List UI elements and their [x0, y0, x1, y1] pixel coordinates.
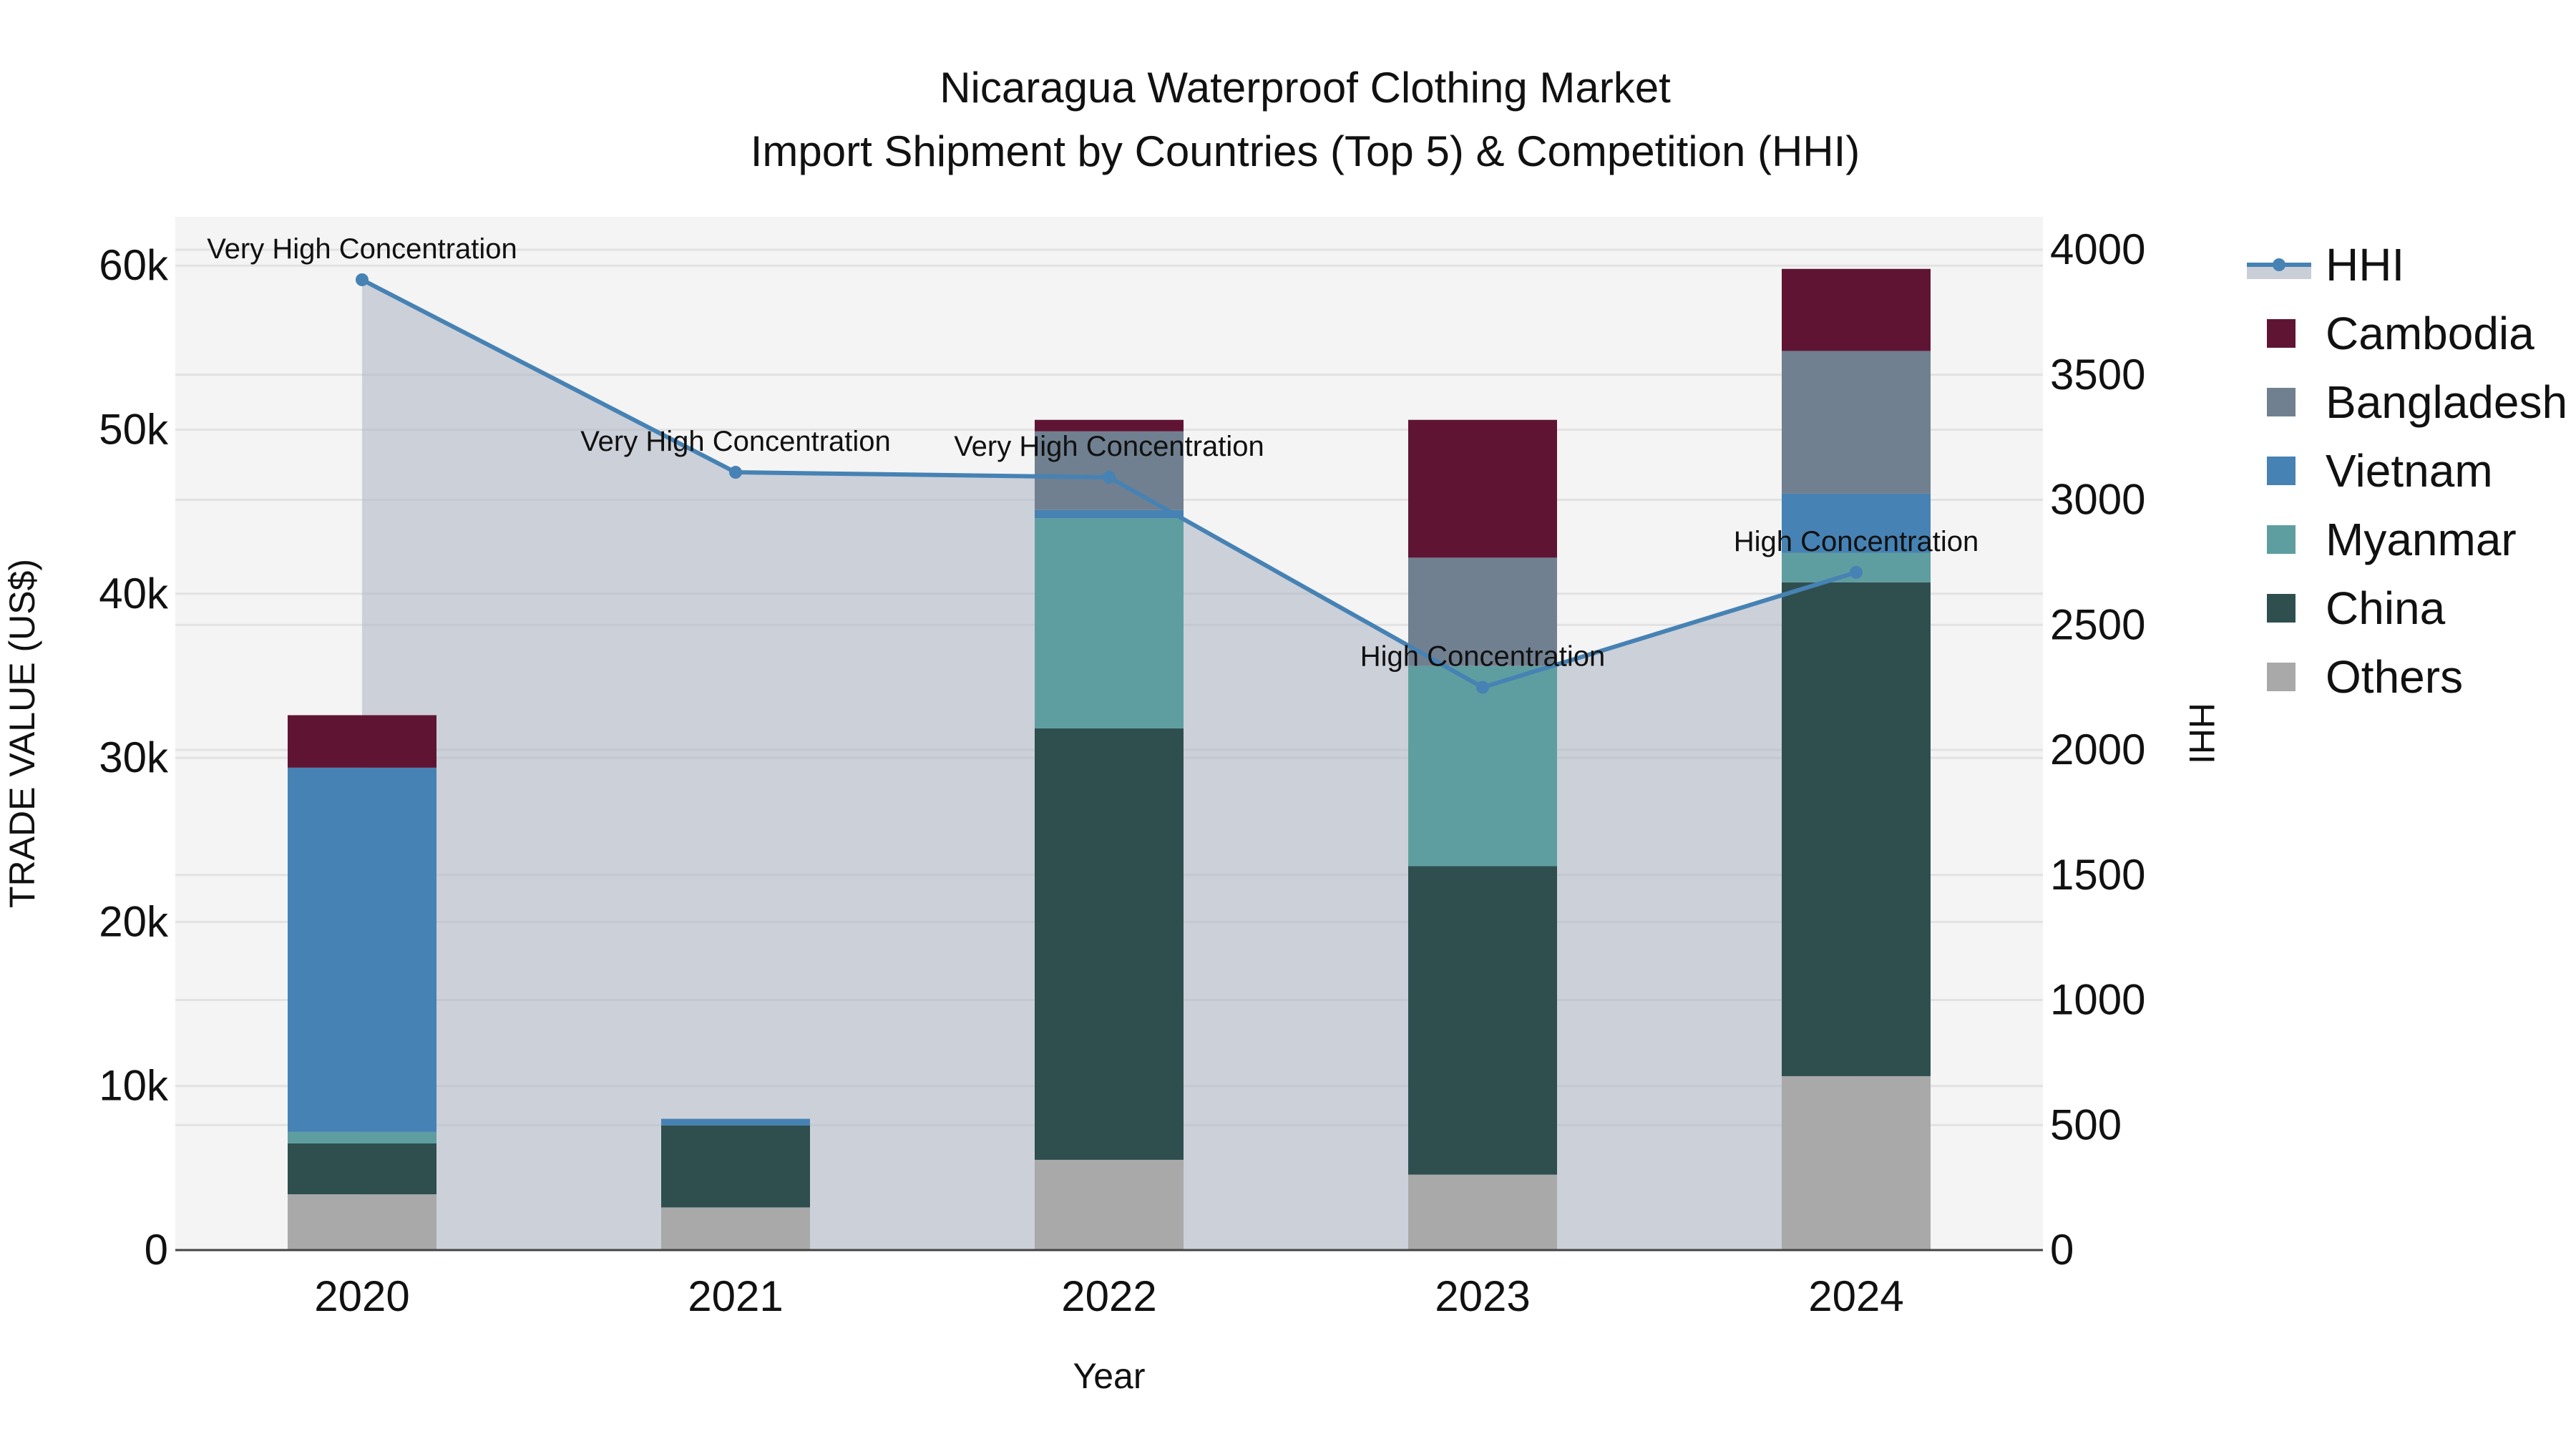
y-tick-left: 0 [145, 1226, 168, 1274]
hhi-point [729, 466, 742, 479]
legend-item-hhi[interactable]: HHI [2247, 239, 2404, 291]
hhi-point [356, 273, 369, 286]
y-tick-left: 50k [99, 406, 169, 454]
hhi-annotations: Very High Concentration Very High Concent… [207, 233, 1979, 673]
bar-segment-vietnam-2021 [661, 1118, 810, 1126]
chart-title-line1: Nicaragua Waterproof Clothing Market [940, 64, 1671, 112]
bar-segment-myanmar-2022 [1035, 518, 1184, 728]
legend: HHI Cambodia Bangladesh Vietnam Myanmar China… [2247, 239, 2567, 703]
y-tick-right: 500 [2050, 1101, 2122, 1148]
bar-segment-others-2022 [1035, 1159, 1184, 1250]
axes: 0 10k 20k 30k 40k 50k 60k 0 500 1000 1500 2000 2500 3… [99, 225, 2145, 1320]
bar-segment-myanmar-2020 [288, 1131, 436, 1143]
y-tick-right: 2000 [2050, 726, 2145, 774]
x-tick: 2021 [688, 1272, 783, 1320]
svg-text:Myanmar: Myanmar [2326, 514, 2517, 565]
bar-segment-others-2024 [1782, 1075, 1931, 1250]
x-axis-label: Year [1073, 1356, 1145, 1396]
bar-segment-bangladesh-2022 [1035, 431, 1184, 510]
bar-segment-others-2023 [1408, 1174, 1557, 1250]
legend-item-others[interactable]: Others [2267, 651, 2463, 703]
bar-segment-others-2020 [288, 1194, 436, 1250]
bar-segment-vietnam-2024 [1782, 493, 1931, 553]
bar-segment-bangladesh-2024 [1782, 351, 1931, 494]
svg-text:Cambodia: Cambodia [2326, 308, 2534, 359]
svg-text:Others: Others [2326, 651, 2463, 703]
y-tick-right: 2500 [2050, 600, 2145, 648]
hhi-line [356, 273, 1863, 694]
y-tick-right: 0 [2050, 1226, 2074, 1274]
hhi-annotation: High Concentration [1734, 526, 1979, 557]
bar-segment-others-2021 [661, 1207, 810, 1250]
y-tick-right: 1500 [2050, 851, 2145, 899]
bar-segment-china-2022 [1035, 728, 1184, 1160]
hhi-annotation: Very High Concentration [580, 426, 891, 457]
x-tick: 2024 [1808, 1272, 1903, 1320]
legend-item-vietnam[interactable]: Vietnam [2267, 445, 2493, 497]
y-tick-right: 3500 [2050, 351, 2145, 399]
bar-segment-vietnam-2020 [288, 767, 436, 1132]
legend-item-myanmar[interactable]: Myanmar [2267, 514, 2517, 565]
y-axis-label-right: HHI [2182, 703, 2222, 764]
bar-segment-cambodia-2023 [1408, 419, 1557, 558]
bar-segment-myanmar-2023 [1408, 665, 1557, 867]
legend-item-bangladesh[interactable]: Bangladesh [2267, 376, 2567, 428]
y-tick-left: 20k [99, 897, 169, 945]
x-tick: 2020 [314, 1272, 409, 1320]
bar-segment-china-2021 [661, 1125, 810, 1208]
bar-segment-cambodia-2024 [1782, 268, 1931, 351]
y-tick-right: 1000 [2050, 976, 2145, 1024]
svg-text:Vietnam: Vietnam [2326, 445, 2493, 497]
svg-text:HHI: HHI [2326, 239, 2404, 291]
stacked-bars [288, 268, 1931, 1250]
bar-segment-bangladesh-2023 [1408, 557, 1557, 666]
svg-text:China: China [2326, 582, 2446, 634]
y-tick-right: 4000 [2050, 225, 2145, 273]
y-tick-left: 10k [99, 1062, 169, 1110]
hhi-point [1476, 680, 1489, 694]
hhi-annotation: High Concentration [1360, 641, 1605, 673]
hhi-point [1103, 471, 1116, 484]
svg-text:Bangladesh: Bangladesh [2326, 376, 2567, 428]
bar-segment-vietnam-2022 [1035, 509, 1184, 519]
bar-segment-cambodia-2020 [288, 715, 436, 768]
hhi-annotation: Very High Concentration [207, 233, 517, 265]
bar-segment-china-2024 [1782, 582, 1931, 1076]
y-tick-right: 3000 [2050, 476, 2145, 524]
x-tick: 2022 [1061, 1272, 1156, 1320]
legend-item-cambodia[interactable]: Cambodia [2267, 308, 2534, 359]
legend-item-china[interactable]: China [2267, 582, 2446, 634]
y-tick-left: 60k [99, 241, 169, 289]
hhi-annotation: Very High Concentration [954, 431, 1264, 462]
hhi-point [1850, 565, 1863, 579]
y-axis-label-left: TRADE VALUE (US$) [2, 559, 42, 908]
bar-segment-china-2023 [1408, 866, 1557, 1175]
x-tick: 2023 [1435, 1272, 1530, 1320]
bar-segment-china-2020 [288, 1143, 436, 1195]
chart-title-line2: Import Shipment by Countries (Top 5) & C… [751, 127, 1860, 175]
y-tick-left: 30k [99, 733, 169, 781]
y-tick-left: 40k [99, 570, 169, 618]
bar-segment-cambodia-2022 [1035, 419, 1184, 431]
